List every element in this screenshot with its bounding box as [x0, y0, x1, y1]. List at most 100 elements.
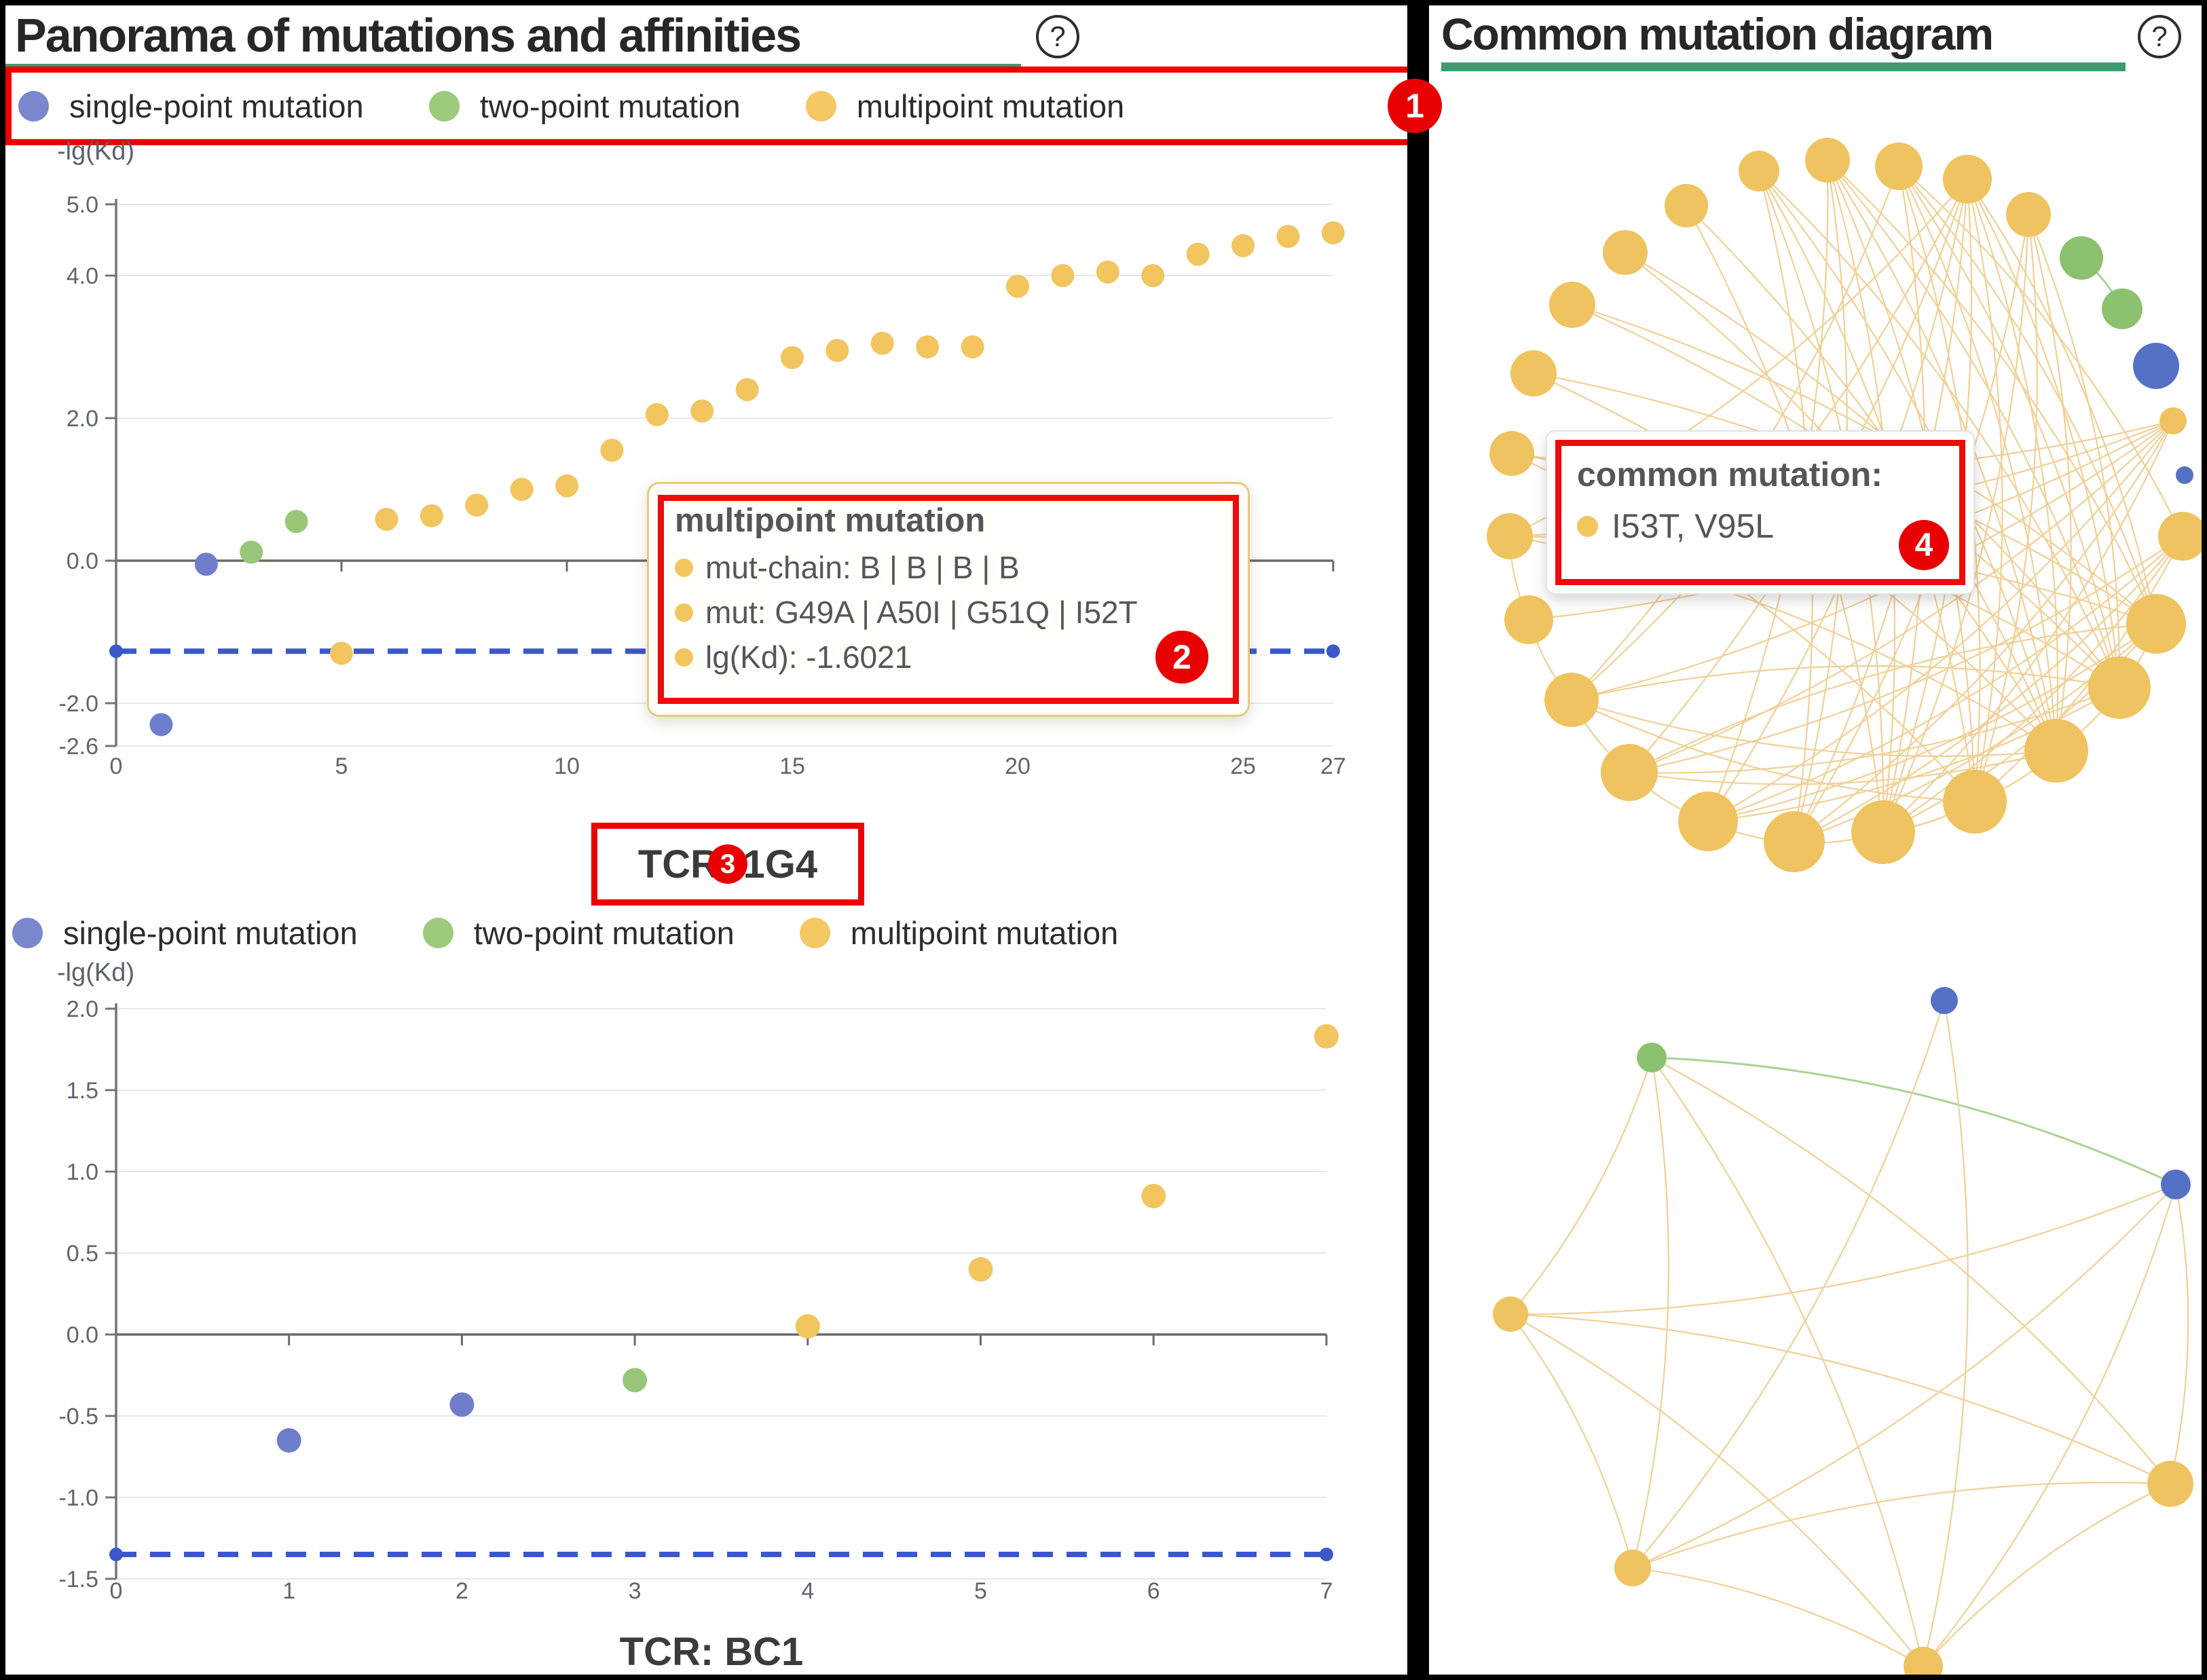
network-node[interactable]: [1665, 184, 1708, 227]
legend-item-1[interactable]: two-point mutation: [422, 914, 735, 952]
scatter-point[interactable]: [645, 403, 669, 426]
y-tick-label: 0.0: [67, 1322, 98, 1348]
scatter-point[interactable]: [1314, 1024, 1339, 1049]
network-node[interactable]: [1739, 151, 1779, 191]
network-node[interactable]: [2159, 407, 2187, 434]
network-edge: [1967, 179, 2121, 688]
y-tick-label: -0.5: [58, 1404, 98, 1430]
scatter-point[interactable]: [826, 339, 849, 362]
scatter-point[interactable]: [795, 1314, 820, 1339]
scatter-point[interactable]: [961, 335, 984, 358]
scatter-point[interactable]: [375, 508, 398, 531]
scatter-point[interactable]: [1051, 264, 1075, 287]
scatter-point[interactable]: [555, 474, 578, 498]
scatter-point[interactable]: [1186, 242, 1210, 266]
legend-item-2[interactable]: multipoint mutation: [805, 88, 1124, 125]
scatter-point[interactable]: [284, 510, 308, 534]
chart1-title-annotated: TCR: 1G4 3: [591, 823, 864, 906]
scatter-point[interactable]: [465, 493, 489, 517]
network-node[interactable]: [2060, 236, 2103, 280]
scatter-point[interactable]: [109, 1548, 123, 1561]
network-node[interactable]: [2126, 594, 2186, 654]
scatter-point[interactable]: [420, 504, 443, 527]
network-node[interactable]: [1614, 1550, 1651, 1586]
scatter-point[interactable]: [510, 478, 534, 501]
scatter-point[interactable]: [735, 378, 759, 401]
help-icon-left[interactable]: ?: [1036, 15, 1079, 58]
scatter-point[interactable]: [916, 335, 940, 358]
x-tick-label: 15: [779, 753, 805, 779]
mutation-network-canvas[interactable]: [1429, 5, 2202, 1675]
network-node[interactable]: [1764, 811, 1825, 872]
network-node[interactable]: [1601, 744, 1658, 801]
y-tick-label: -1.5: [58, 1567, 98, 1592]
scatter-point[interactable]: [1006, 274, 1029, 298]
annotation-badge-3: 3: [708, 844, 747, 884]
network-node[interactable]: [2161, 1170, 2191, 1199]
scatter-point[interactable]: [149, 713, 173, 736]
network-node[interactable]: [1603, 230, 1648, 275]
scatter-point[interactable]: [1326, 644, 1340, 658]
network-node[interactable]: [1851, 800, 1915, 864]
scatter-point[interactable]: [690, 399, 714, 423]
network-node[interactable]: [2006, 192, 2051, 237]
scatter-point[interactable]: [1319, 1548, 1333, 1561]
network-node[interactable]: [2102, 288, 2143, 329]
network-node[interactable]: [1931, 987, 1958, 1014]
scatter-point[interactable]: [968, 1257, 993, 1282]
network-node[interactable]: [2158, 512, 2202, 561]
scatter-point[interactable]: [1141, 1184, 1166, 1208]
network-node[interactable]: [1678, 791, 1738, 851]
y-axis-label-chart2: -lg(Kd): [57, 958, 135, 987]
network-node[interactable]: [1637, 1043, 1667, 1072]
scatter-point[interactable]: [109, 644, 123, 658]
scatter-point[interactable]: [449, 1392, 475, 1417]
network-node[interactable]: [1487, 513, 1533, 559]
network-node[interactable]: [1943, 155, 1992, 204]
y-tick-label: 4.0: [67, 263, 98, 289]
network-node[interactable]: [1510, 350, 1557, 396]
scatter-point[interactable]: [1276, 225, 1300, 248]
network-node[interactable]: [1904, 1647, 1943, 1675]
scatter-point[interactable]: [1096, 260, 1119, 284]
network-edge: [1629, 749, 2057, 785]
scatter-point[interactable]: [330, 641, 353, 665]
legend-item-1[interactable]: two-point mutation: [428, 88, 741, 125]
scatter-point[interactable]: [1141, 264, 1165, 287]
y-axis-label-chart1: -lg(Kd): [57, 137, 135, 166]
scatter-point[interactable]: [276, 1428, 301, 1453]
network-node[interactable]: [2088, 656, 2151, 719]
network-node[interactable]: [1549, 282, 1595, 328]
scatter-point[interactable]: [781, 346, 804, 369]
scatter-point[interactable]: [194, 553, 218, 576]
network-node[interactable]: [1943, 770, 2007, 834]
chart2-title: TCR: BC1: [619, 1630, 804, 1674]
scatter-point[interactable]: [1321, 221, 1345, 244]
scatter-point[interactable]: [623, 1368, 648, 1393]
network-node[interactable]: [1504, 595, 1553, 644]
legend-item-2[interactable]: multipoint mutation: [799, 914, 1118, 952]
x-tick-label: 7: [1320, 1578, 1333, 1604]
network-edge: [1632, 1567, 1924, 1667]
panel-panorama: Panorama of mutations and affinities ? s…: [5, 5, 1407, 1675]
legend-item-0[interactable]: single-point mutation: [18, 88, 364, 125]
network-node[interactable]: [2133, 343, 2179, 389]
scatter-chart-bc1[interactable]: 2.0 1.5 1.0 0.5 0.0 -0.5 -1.0 -1.5 0 1 2 3 4 5 6 7: [5, 993, 1407, 1672]
network-node[interactable]: [1493, 1296, 1528, 1332]
legend-dot-icon: [12, 917, 43, 948]
scatter-point[interactable]: [600, 438, 624, 462]
help-icon-right[interactable]: ?: [2138, 15, 2181, 58]
scatter-point[interactable]: [870, 331, 894, 355]
network-node[interactable]: [2024, 719, 2088, 783]
network-edge: [1510, 1183, 2176, 1315]
network-node[interactable]: [2176, 466, 2193, 484]
scatter-point[interactable]: [1231, 234, 1255, 257]
y-tick-label: 2.0: [67, 996, 98, 1022]
network-node[interactable]: [2147, 1461, 2193, 1507]
network-node[interactable]: [1875, 143, 1923, 190]
network-node[interactable]: [1805, 138, 1850, 183]
scatter-point[interactable]: [240, 540, 263, 564]
network-node[interactable]: [1544, 673, 1599, 727]
legend-item-0[interactable]: single-point mutation: [12, 914, 358, 952]
network-node[interactable]: [1489, 431, 1534, 476]
